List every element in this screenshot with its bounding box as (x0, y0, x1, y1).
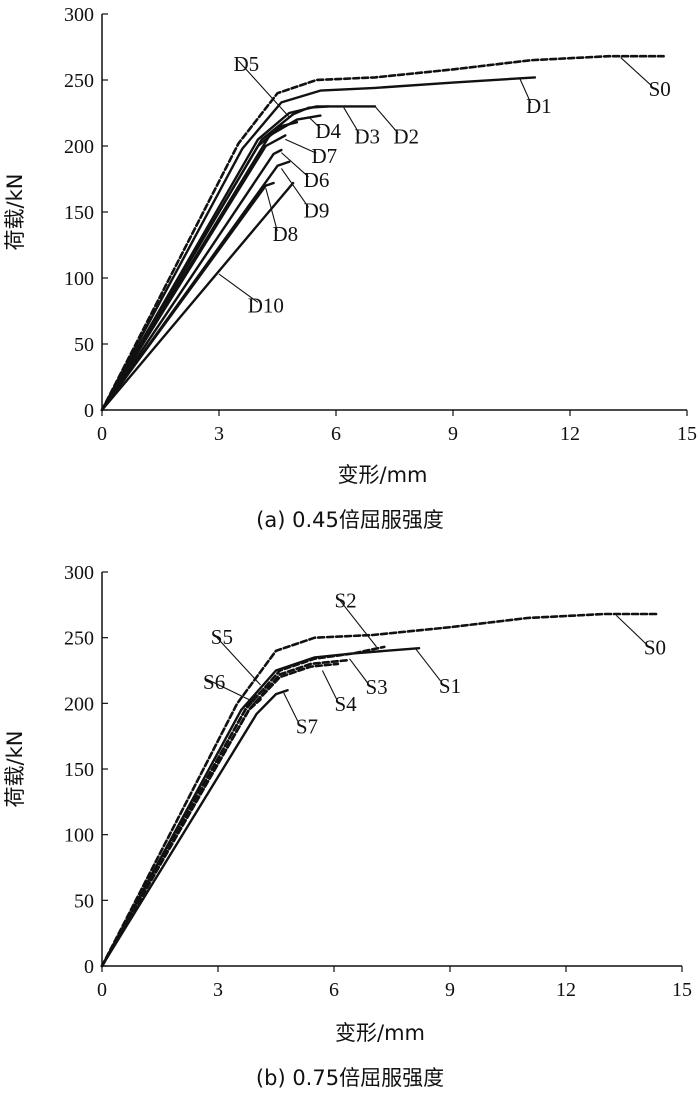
series-label-s1: S1 (439, 674, 461, 698)
series-label-s0: S0 (644, 636, 666, 660)
y-tick-label: 50 (74, 890, 94, 912)
y-tick-label: 250 (64, 628, 94, 650)
x-tick-label: 15 (672, 979, 692, 1001)
series-line-s7 (100, 689, 289, 968)
series-leader-s6 (205, 678, 257, 704)
x-tick-label: 9 (448, 423, 458, 445)
y-tick-label: 100 (64, 825, 94, 847)
series-leader-d9 (280, 168, 309, 208)
series-label-d6: D6 (304, 168, 330, 192)
x-tick-label: 6 (329, 979, 339, 1001)
y-tick-label: 150 (64, 759, 94, 781)
series-label-s4: S4 (335, 692, 358, 716)
x-axis-label: 变形/mm (338, 463, 428, 487)
x-axis-label: 变形/mm (335, 1021, 425, 1045)
series-leader-s0 (620, 57, 653, 87)
series-leader-s7 (283, 692, 300, 724)
series-leader-s2 (337, 597, 377, 648)
series-line-d1 (100, 76, 537, 412)
series-line-d7 (100, 134, 287, 412)
series-leader-d1 (518, 77, 532, 104)
series-line-d5 (100, 121, 299, 412)
series-label-s3: S3 (365, 675, 387, 699)
chart-caption: (a) 0.45倍屈服强度 (256, 508, 444, 532)
x-tick-label: 3 (213, 979, 223, 1001)
series-label-s7: S7 (296, 715, 318, 739)
series-line-s3 (100, 658, 351, 968)
x-tick-label: 6 (331, 423, 341, 445)
y-tick-label: 150 (64, 202, 94, 224)
series-label-d1: D1 (526, 94, 552, 118)
series-label-d3: D3 (354, 124, 380, 148)
series-line-d8 (100, 181, 275, 412)
y-tick-label: 250 (64, 70, 94, 92)
series-leader-s0 (615, 614, 648, 646)
series-label-d7: D7 (311, 144, 337, 168)
series-leader-d5 (237, 60, 290, 118)
series-label-d9: D9 (304, 198, 330, 222)
series-line-s4 (100, 662, 340, 968)
y-axis-label: 荷载/kN (3, 174, 27, 251)
series-leader-d10 (218, 273, 259, 303)
series-line-s0 (100, 612, 661, 968)
series-label-d8: D8 (272, 222, 298, 246)
series-line-d6 (100, 148, 283, 412)
series-label-d4: D4 (315, 119, 341, 143)
series-label-s5: S5 (211, 625, 233, 649)
y-tick-label: 300 (64, 4, 94, 26)
x-tick-label: 0 (97, 423, 107, 445)
y-tick-label: 50 (74, 334, 94, 356)
series-line-s0 (100, 54, 665, 412)
y-tick-label: 300 (64, 562, 94, 584)
series-leader-s5 (213, 633, 261, 686)
series-label-s2: S2 (335, 588, 357, 612)
series-leader-d3 (343, 107, 360, 134)
series-line-d10 (100, 181, 295, 412)
series-leader-d2 (374, 106, 399, 134)
x-tick-label: 12 (556, 979, 576, 1001)
x-tick-label: 0 (97, 979, 107, 1001)
x-tick-label: 15 (677, 423, 697, 445)
chart-panel-a: 0 50 100 150 200 250 300 0 3 6 9 12 15 变形/mm 荷载/kN (a) … (3, 4, 697, 532)
y-tick-label: 100 (64, 268, 94, 290)
series-label-d2: D2 (393, 124, 419, 148)
x-tick-label: 3 (214, 423, 224, 445)
series-label-d5: D5 (233, 52, 259, 76)
series-label-s0: S0 (649, 77, 671, 101)
series-leader-s1 (414, 647, 443, 684)
series-label-d10: D10 (248, 293, 284, 317)
series-leader-d6 (281, 152, 309, 178)
chart-caption: (b) 0.75倍屈服强度 (256, 1066, 444, 1090)
y-tick-label: 200 (64, 693, 94, 715)
x-tick-label: 12 (560, 423, 580, 445)
series-leader-s4 (321, 670, 339, 702)
y-axis-label: 荷载/kN (3, 731, 27, 808)
chart-panel-b: 0 50 100 150 200 250 300 0 3 6 9 12 15 变形/mm 荷载/kN (b) … (3, 562, 692, 1090)
series-leader-d4 (308, 116, 321, 129)
y-tick-label: 0 (84, 400, 94, 422)
series-line-d2 (100, 105, 377, 412)
y-tick-label: 0 (84, 956, 94, 978)
series-leader-d7 (285, 138, 317, 154)
x-tick-label: 9 (445, 979, 455, 1001)
series-label-s6: S6 (203, 670, 225, 694)
series-leader-s3 (349, 658, 369, 685)
y-tick-label: 200 (64, 136, 94, 158)
